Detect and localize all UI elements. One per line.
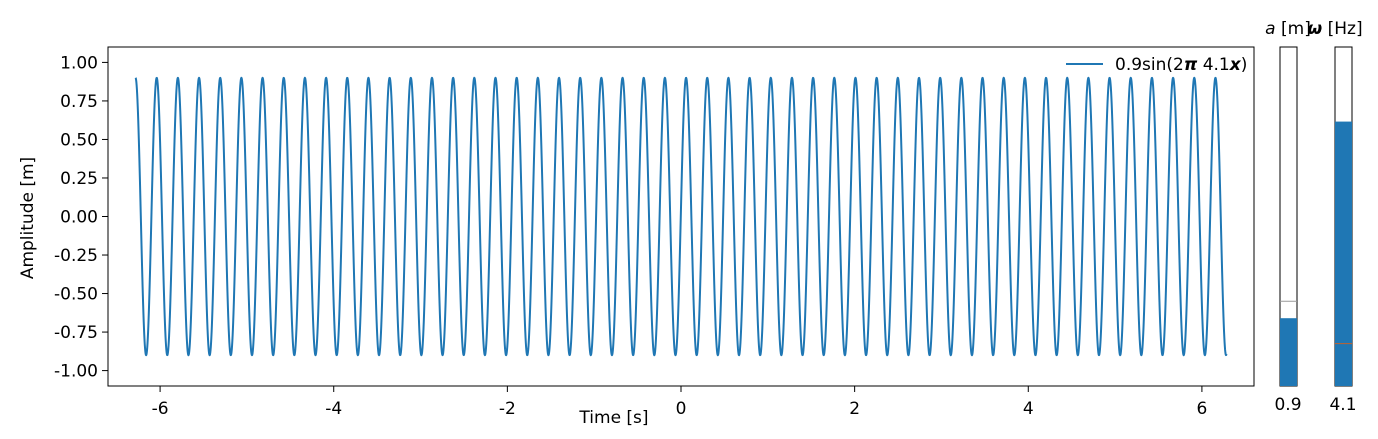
y-tick-label: 0.50 <box>60 130 98 150</box>
y-tick-label: 1.00 <box>60 53 98 73</box>
y-tick-label: -0.75 <box>54 323 98 343</box>
y-axis-label: Amplitude [m] <box>18 157 38 279</box>
x-tick-label: -2 <box>499 399 516 419</box>
x-tick-label: -4 <box>325 399 342 419</box>
x-tick-label: 4 <box>1023 399 1034 419</box>
amplitude-slider-title: a [m] <box>1265 19 1311 39</box>
frequency-slider-fill[interactable] <box>1335 121 1352 386</box>
x-tick-label: 6 <box>1196 399 1207 419</box>
y-tick-label: 0.25 <box>60 169 98 189</box>
y-tick-label: 0.00 <box>60 208 98 228</box>
legend: 0.9sin(2π 4.1x) <box>1066 55 1247 75</box>
frequency-slider-title: ω [Hz] <box>1307 19 1362 39</box>
x-tick-label: 2 <box>849 399 860 419</box>
y-axis-ticks: 1.00 0.75 0.50 0.25 0.00 -0.25 -0.50 -0.75 -1.00 <box>54 53 108 382</box>
frequency-slider[interactable]: ω [Hz] 4.1 <box>1307 19 1362 415</box>
y-tick-label: -0.25 <box>54 246 98 266</box>
x-axis-ticks: -6 -4 -2 0 2 4 6 <box>152 386 1207 419</box>
y-tick-label: 0.75 <box>60 92 98 112</box>
y-tick-label: -1.00 <box>54 362 98 382</box>
amplitude-slider-value: 0.9 <box>1274 395 1301 415</box>
x-tick-label: -6 <box>152 399 169 419</box>
x-axis-label: Time [s] <box>578 408 648 428</box>
frequency-slider-value: 4.1 <box>1329 395 1356 415</box>
x-tick-label: 0 <box>676 399 687 419</box>
y-tick-label: -0.50 <box>54 285 98 305</box>
amplitude-slider-fill[interactable] <box>1280 318 1297 386</box>
legend-label: 0.9sin(2π 4.1x) <box>1115 55 1247 75</box>
amplitude-slider[interactable]: a [m] 0.9 <box>1265 19 1311 415</box>
series-line-sine <box>134 76 1228 357</box>
